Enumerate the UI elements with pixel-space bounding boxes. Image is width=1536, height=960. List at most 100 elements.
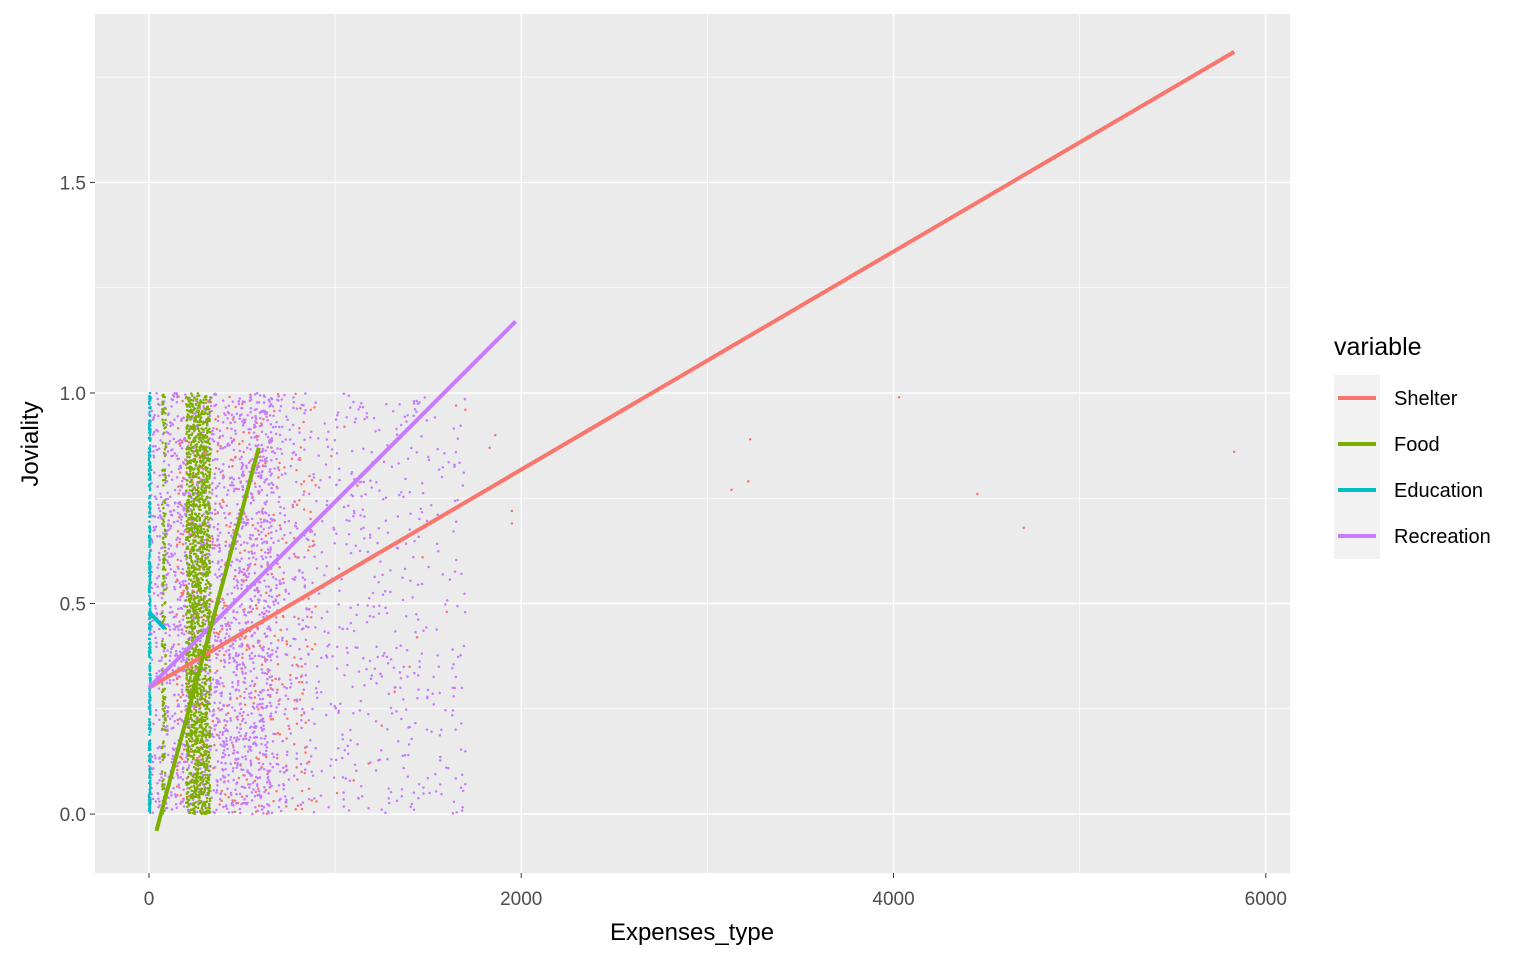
point xyxy=(193,634,196,637)
point xyxy=(235,610,239,614)
point xyxy=(269,548,272,551)
point xyxy=(366,604,369,607)
point xyxy=(250,544,254,548)
point xyxy=(200,615,204,619)
point xyxy=(158,718,161,721)
point xyxy=(288,727,291,730)
point xyxy=(257,708,260,711)
point xyxy=(379,560,382,563)
point xyxy=(152,515,156,518)
point xyxy=(392,666,396,670)
point xyxy=(269,717,273,721)
point xyxy=(221,498,224,502)
point xyxy=(417,796,420,800)
point xyxy=(248,736,252,739)
point xyxy=(189,425,193,428)
point xyxy=(284,472,287,475)
point xyxy=(182,633,186,636)
point xyxy=(220,789,224,793)
point xyxy=(327,643,331,646)
point xyxy=(191,653,194,657)
point xyxy=(440,728,443,732)
point xyxy=(167,523,171,526)
point xyxy=(203,715,206,719)
point xyxy=(185,672,189,675)
point xyxy=(212,627,216,631)
point xyxy=(202,481,205,485)
point xyxy=(264,551,267,554)
point xyxy=(157,574,161,578)
point xyxy=(255,676,258,680)
point xyxy=(349,739,352,742)
point xyxy=(279,809,283,813)
point xyxy=(193,730,196,734)
point xyxy=(381,573,384,577)
point xyxy=(262,394,266,397)
point xyxy=(440,792,443,796)
point xyxy=(188,523,192,526)
point xyxy=(365,412,369,415)
point xyxy=(264,449,267,452)
point xyxy=(208,644,211,648)
point xyxy=(249,448,252,451)
point xyxy=(285,798,288,802)
point xyxy=(254,603,258,607)
point xyxy=(238,566,241,570)
point xyxy=(261,464,265,468)
point xyxy=(270,784,273,788)
point xyxy=(208,799,212,803)
point xyxy=(403,415,407,418)
point xyxy=(169,433,172,436)
point xyxy=(415,451,419,454)
point xyxy=(323,422,327,425)
point xyxy=(155,672,158,675)
point xyxy=(228,443,231,447)
point xyxy=(292,442,296,446)
point xyxy=(387,692,391,696)
point xyxy=(249,410,252,414)
point xyxy=(747,480,750,483)
point xyxy=(170,808,174,811)
point xyxy=(205,533,209,536)
point xyxy=(242,541,246,544)
point xyxy=(252,556,255,559)
point xyxy=(165,573,168,576)
point xyxy=(192,765,196,769)
point xyxy=(284,438,287,441)
point xyxy=(314,626,317,629)
point xyxy=(200,721,203,724)
point xyxy=(452,800,456,804)
point xyxy=(238,605,242,608)
point xyxy=(253,631,256,635)
point xyxy=(259,518,262,521)
point xyxy=(202,405,205,408)
point xyxy=(222,755,225,759)
point xyxy=(266,741,269,744)
point xyxy=(204,401,208,405)
point xyxy=(283,771,286,774)
point xyxy=(164,704,167,708)
point xyxy=(222,748,226,752)
point xyxy=(245,515,248,519)
point xyxy=(196,452,199,455)
point xyxy=(272,518,275,521)
point xyxy=(250,552,254,555)
point xyxy=(261,707,265,710)
point xyxy=(384,606,387,610)
point xyxy=(176,426,180,430)
point xyxy=(341,738,345,741)
point xyxy=(295,757,298,761)
point xyxy=(230,741,234,744)
point xyxy=(266,652,269,655)
point xyxy=(217,568,221,571)
point xyxy=(389,658,393,661)
point xyxy=(352,509,356,513)
point xyxy=(304,638,308,641)
point xyxy=(197,420,200,423)
point xyxy=(302,627,305,630)
point xyxy=(204,753,207,756)
point xyxy=(234,618,238,621)
point xyxy=(220,624,224,628)
point xyxy=(438,759,442,762)
point xyxy=(182,805,186,808)
